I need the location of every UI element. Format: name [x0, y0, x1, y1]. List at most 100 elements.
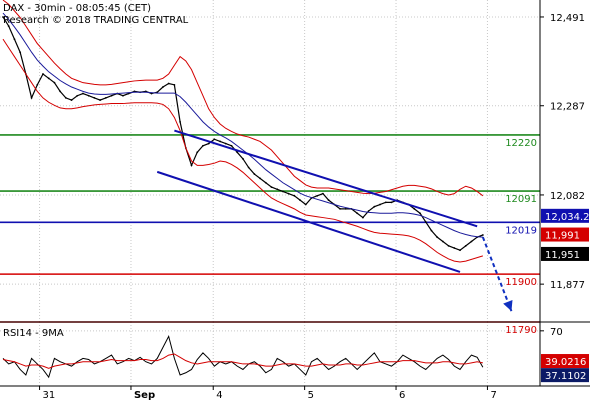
channel-upper-line	[174, 129, 478, 228]
rsi-tag-label: 39.0216	[545, 357, 586, 368]
price-point	[76, 94, 79, 97]
price-point	[196, 151, 199, 154]
price-point	[42, 73, 44, 75]
rsi-tag-box	[541, 354, 589, 369]
price-point	[47, 77, 50, 80]
price-point	[299, 199, 301, 202]
price-point	[447, 244, 450, 247]
price-tag-box	[541, 208, 589, 223]
price-point	[202, 144, 204, 147]
price-point	[104, 97, 107, 99]
price-point	[384, 201, 387, 204]
bollinger-upper-line	[2, 0, 484, 197]
price-point	[304, 203, 307, 206]
price-point	[219, 140, 221, 143]
price-point	[339, 207, 341, 210]
price-point	[230, 144, 233, 147]
rsi-tick-label: 70	[550, 327, 563, 338]
price-tick-label: 12,491	[550, 13, 585, 24]
rsi-series	[2, 334, 484, 379]
rsi-panel-title: RSI14 - 9MA	[3, 328, 64, 339]
time-tick-label: 31	[43, 390, 56, 400]
price-point	[13, 38, 16, 41]
price-point	[413, 207, 416, 210]
price-point	[327, 199, 330, 202]
price-point	[253, 173, 256, 175]
price-tags: 12,034.2 11,991 11,951	[541, 208, 590, 261]
price-point	[99, 99, 102, 101]
price-tag-label: 11,991	[545, 231, 580, 242]
rsi-tag-box	[541, 368, 589, 383]
price-point	[64, 97, 67, 99]
price-point	[82, 92, 84, 95]
price-tag-box	[541, 246, 589, 261]
rsi-axis-ticks: 70	[540, 327, 563, 338]
level-label-11900: 11900	[505, 277, 537, 288]
rsi-line	[2, 334, 484, 379]
rsi-tags: 39.0216 37.1102	[541, 354, 589, 383]
price-point	[236, 151, 239, 154]
rsi-gridlines	[0, 322, 540, 386]
price-point	[59, 90, 62, 93]
trend-channel	[156, 129, 478, 273]
level-label-12220: 12220	[505, 138, 537, 149]
price-point	[282, 190, 284, 193]
price-point	[441, 240, 444, 243]
time-tick-label: 7	[490, 390, 496, 400]
price-point	[93, 97, 96, 99]
price-point	[173, 83, 176, 86]
rsi-tag-label: 37.1102	[545, 371, 586, 382]
price-point	[459, 249, 461, 252]
price-tick-label: 11,877	[550, 280, 585, 291]
rsi-ma-line	[2, 353, 483, 369]
forecast-arrow-shaft	[481, 236, 513, 312]
price-point	[287, 192, 290, 195]
chart-header-title: DAX - 30min - 08:05:45 (CET)	[3, 3, 151, 14]
price-point	[464, 244, 467, 247]
price-tag-label: 11,951	[545, 250, 580, 261]
price-point	[373, 205, 376, 208]
price-point	[424, 221, 427, 223]
price-point	[293, 194, 296, 197]
price-point	[367, 210, 370, 212]
price-point	[430, 229, 433, 232]
price-axis-ticks: 12,491 12,287 12,082 11,877	[540, 13, 585, 291]
price-point	[264, 181, 267, 184]
price-point	[470, 240, 473, 243]
price-point	[87, 94, 90, 97]
price-point	[276, 188, 279, 191]
price-point	[247, 166, 250, 169]
price-point	[316, 194, 319, 197]
price-point	[270, 186, 273, 189]
price-point	[167, 82, 170, 85]
price-point	[30, 97, 33, 99]
price-point	[481, 234, 484, 236]
price-point	[453, 247, 456, 249]
price-point	[224, 142, 227, 145]
price-tag-box	[541, 227, 589, 242]
time-axis-ticks: 31 Sep 4 5 6 7	[39, 386, 497, 401]
price-point	[7, 25, 10, 28]
level-label-12091: 12091	[505, 194, 537, 205]
time-tick-label: 4	[216, 390, 222, 400]
price-point	[356, 212, 359, 215]
price-point	[436, 236, 439, 239]
price-point	[390, 201, 393, 204]
bollinger-lower-line	[2, 38, 484, 263]
forecast-arrow	[481, 236, 513, 312]
level-label-12019: 12019	[505, 225, 537, 236]
forecast-arrow-head	[503, 299, 513, 312]
price-point	[19, 51, 22, 54]
price-point	[362, 216, 364, 219]
price-tick-label: 12,287	[550, 102, 585, 113]
price-point	[53, 81, 56, 84]
time-tick-label: 6	[399, 390, 405, 400]
price-point	[179, 120, 181, 123]
time-tick-label: 5	[308, 390, 314, 400]
price-tick-label: 12,082	[550, 191, 585, 202]
moving-average-line	[2, 12, 483, 238]
price-tag-label: 12,034.2	[545, 212, 590, 223]
level-label-11790: 11790	[505, 325, 537, 336]
price-point	[110, 94, 113, 97]
